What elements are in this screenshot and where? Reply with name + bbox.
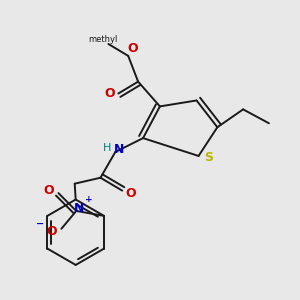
Text: N: N — [74, 202, 84, 215]
Text: +: + — [85, 194, 93, 203]
Text: S: S — [204, 152, 213, 164]
Text: O: O — [104, 87, 115, 100]
Text: methyl: methyl — [88, 34, 117, 43]
Text: O: O — [126, 187, 136, 200]
Text: O: O — [128, 42, 139, 56]
Text: N: N — [114, 142, 124, 155]
Text: H: H — [103, 143, 112, 153]
Text: −: − — [35, 219, 44, 229]
Text: O: O — [43, 184, 54, 196]
Text: O: O — [46, 225, 57, 238]
